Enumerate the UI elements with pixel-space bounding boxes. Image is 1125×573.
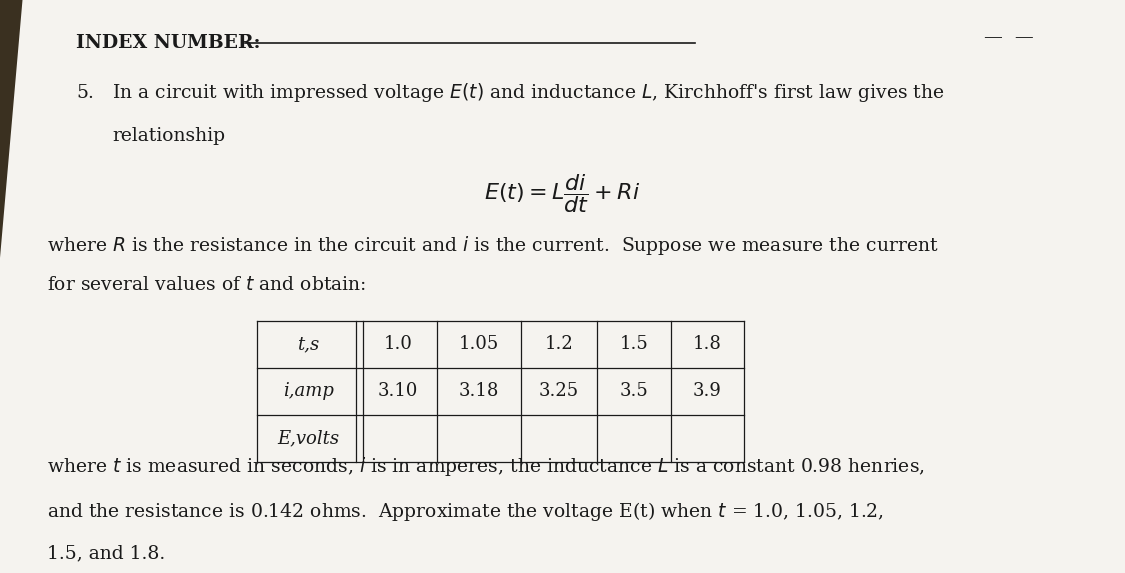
- Text: INDEX NUMBER:: INDEX NUMBER:: [76, 34, 261, 52]
- Text: and the resistance is 0.142 ohms.  Approximate the voltage E(t) when $t$ = 1.0, : and the resistance is 0.142 ohms. Approx…: [47, 500, 884, 523]
- Text: for several values of $t$ and obtain:: for several values of $t$ and obtain:: [47, 276, 367, 295]
- Text: 3.25: 3.25: [539, 382, 579, 401]
- Text: where $R$ is the resistance in the circuit and $i$ is the current.  Suppose we m: where $R$ is the resistance in the circu…: [47, 234, 938, 257]
- Text: 3.5: 3.5: [620, 382, 648, 401]
- Text: $E(t) = L\dfrac{di}{dt} + Ri$: $E(t) = L\dfrac{di}{dt} + Ri$: [485, 172, 640, 215]
- Text: In a circuit with impressed voltage $E(t)$ and inductance $L$, Kirchhoff's first: In a circuit with impressed voltage $E(t…: [112, 81, 945, 104]
- Text: —  —: — —: [984, 28, 1034, 46]
- Text: 3.10: 3.10: [378, 382, 418, 401]
- Text: 1.2: 1.2: [544, 335, 574, 354]
- Text: 1.8: 1.8: [693, 335, 721, 354]
- Text: 5.: 5.: [76, 84, 94, 102]
- Text: 1.05: 1.05: [459, 335, 498, 354]
- Text: 3.18: 3.18: [459, 382, 498, 401]
- Text: 1.5, and 1.8.: 1.5, and 1.8.: [47, 544, 165, 562]
- Polygon shape: [0, 0, 22, 258]
- Text: E,volts: E,volts: [277, 429, 340, 448]
- Text: 1.0: 1.0: [384, 335, 413, 354]
- Text: t,s: t,s: [297, 335, 319, 354]
- Text: 1.5: 1.5: [620, 335, 648, 354]
- Text: 3.9: 3.9: [693, 382, 721, 401]
- Text: i,amp: i,amp: [282, 382, 334, 401]
- Text: relationship: relationship: [112, 127, 226, 146]
- Text: where $t$ is measured in seconds, $i$ is in amperes, the inductance $L$ is a con: where $t$ is measured in seconds, $i$ is…: [47, 456, 925, 478]
